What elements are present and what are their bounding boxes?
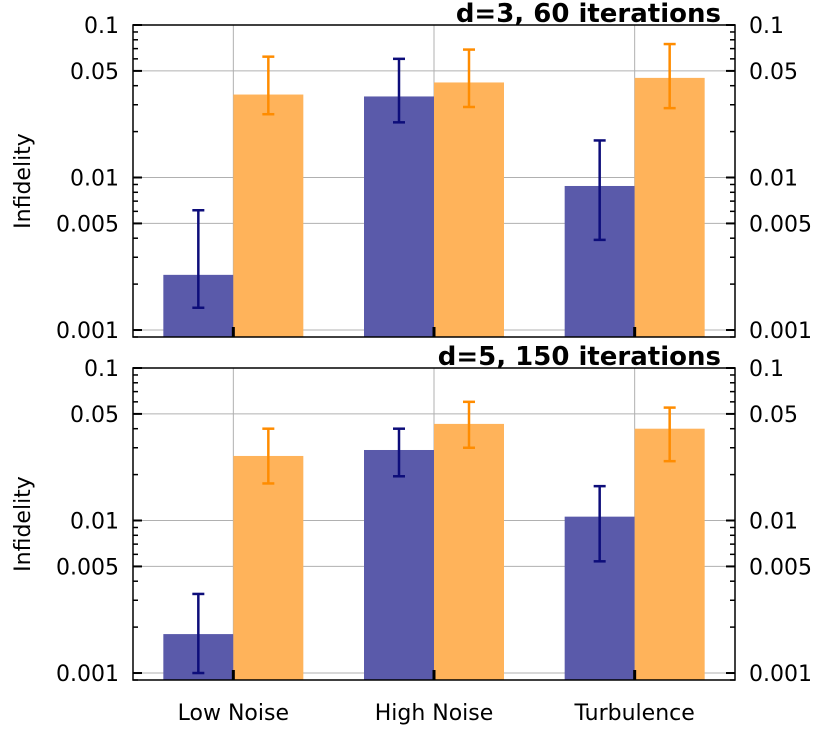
y-axis-label: Infidelity: [11, 133, 36, 229]
y-tick-label-right: 0.1: [749, 14, 784, 39]
bar-low-noise-series-2: [233, 455, 304, 680]
y-tick-label-right: 0.001: [749, 319, 812, 344]
y-tick-label-right: 0.05: [749, 60, 798, 85]
y-tick-label-left: 0.001: [56, 662, 119, 687]
panel-title: d=5, 150 iterations: [438, 342, 721, 372]
x-category-label: High Noise: [375, 701, 494, 726]
y-tick-label-left: 0.005: [56, 555, 119, 580]
y-tick-label-left: 0.001: [56, 319, 119, 344]
y-tick-label-left: 0.1: [84, 14, 119, 39]
y-tick-label-left: 0.05: [70, 403, 119, 428]
bar-high-noise-series-1: [364, 449, 434, 680]
x-category-label: Turbulence: [574, 701, 695, 726]
y-tick-label-right: 0.01: [749, 167, 798, 192]
y-tick-label-right: 0.1: [749, 357, 784, 382]
chart-panel-2: 0.1 0.1 0.05 0.05 0.01 0.01 0.005 0.005 0.001 0.0…: [11, 342, 812, 726]
bar-turbulence-series-2: [634, 77, 705, 337]
bar-high-noise-series-2: [434, 423, 504, 680]
panel-title: d=3, 60 iterations: [456, 0, 721, 29]
y-tick-label-right: 0.05: [749, 403, 798, 428]
bar-high-noise-series-1: [364, 96, 434, 337]
y-tick-label-left: 0.005: [56, 212, 119, 237]
y-tick-label-left: 0.05: [70, 60, 119, 85]
y-axis-label: Infidelity: [11, 476, 36, 572]
bar-high-noise-series-2: [434, 82, 504, 338]
y-tick-label-left: 0.01: [70, 510, 119, 535]
y-tick-label-right: 0.005: [749, 555, 812, 580]
y-tick-label-right: 0.005: [749, 212, 812, 237]
chart-panel-1: 0.1 0.1 0.05 0.05 0.01 0.01 0.005 0.005 0.001 0.0…: [11, 0, 812, 344]
y-tick-label-left: 0.01: [70, 167, 119, 192]
x-category-label: Low Noise: [178, 701, 289, 726]
y-tick-label-right: 0.001: [749, 662, 812, 687]
bar-turbulence-series-2: [634, 428, 705, 680]
bar-low-noise-series-2: [233, 94, 304, 338]
y-tick-label-left: 0.1: [84, 357, 119, 382]
y-tick-label-right: 0.01: [749, 510, 798, 535]
